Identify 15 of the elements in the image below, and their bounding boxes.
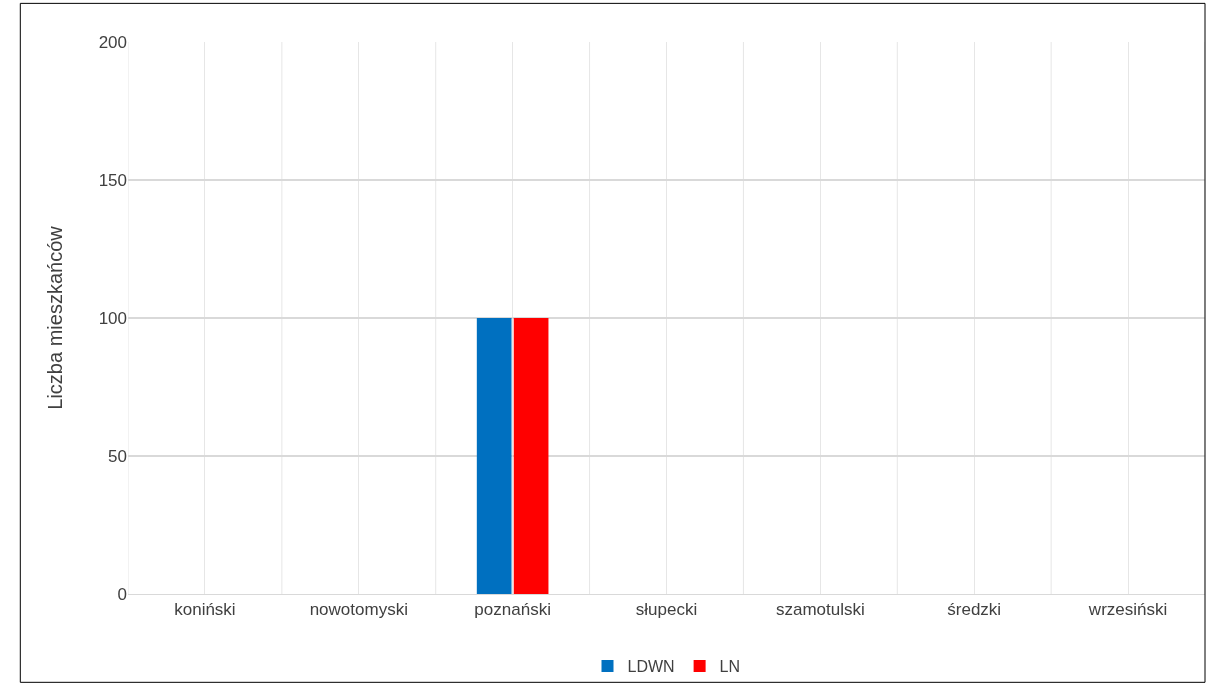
y-tick-label: 200 [98, 32, 127, 52]
x-tick-label: szamotulski [775, 600, 865, 620]
y-tick-label: 150 [98, 170, 127, 190]
x-tick-label: nowotomyski [309, 600, 408, 620]
legend-label: LN [719, 658, 741, 676]
y-tick-label: 0 [117, 584, 127, 604]
x-tick-label: średzki [947, 600, 1002, 620]
legend-label: LDWN [627, 658, 675, 676]
y-tick-label: 100 [98, 308, 127, 328]
y-axis-title: Liczba mieszkańców [44, 225, 67, 410]
x-tick-label: koniński [174, 600, 236, 620]
x-tick-label: wrzesiński [1087, 600, 1168, 620]
x-tick-label: słupecki [635, 600, 698, 620]
x-tick-label: poznański [474, 600, 551, 620]
y-tick-label: 50 [108, 446, 127, 466]
